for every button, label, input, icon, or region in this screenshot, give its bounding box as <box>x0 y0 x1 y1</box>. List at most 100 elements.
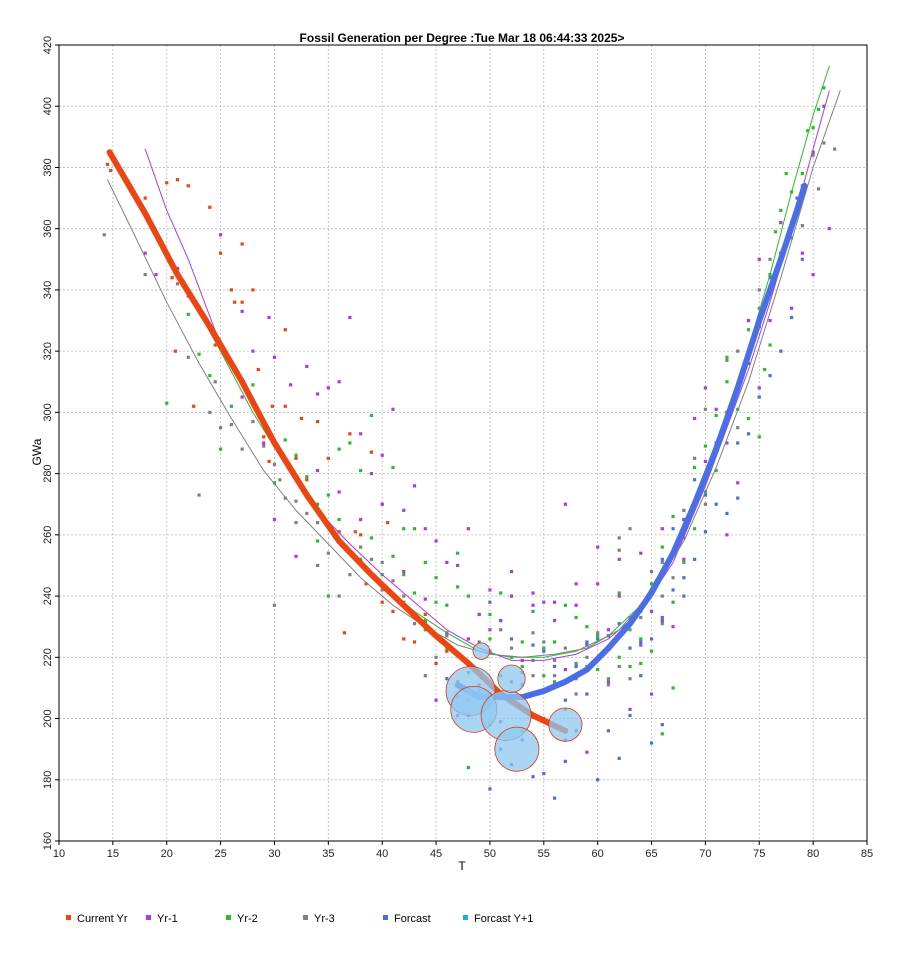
x-tick-label: 75 <box>753 848 765 860</box>
yr-3-point <box>617 536 621 540</box>
current-yr-point <box>186 184 190 188</box>
yr-1-point <box>402 508 406 512</box>
yr-1-point <box>639 551 643 555</box>
yr-2-point <box>412 527 417 531</box>
current-yr-point <box>219 251 223 255</box>
forcast-point <box>563 698 567 702</box>
yr-1-point <box>682 517 686 522</box>
yr-2-point <box>649 582 654 586</box>
current-yr-point <box>348 432 352 436</box>
yr-2-point <box>412 591 417 595</box>
x-tick-label: 40 <box>376 848 388 860</box>
y-tick-label: 300 <box>42 403 54 421</box>
yr-2-point <box>229 404 233 408</box>
yr-1-point <box>434 539 438 543</box>
yr-2-point <box>326 493 330 497</box>
yr-3-point <box>369 557 374 561</box>
forcast-point <box>639 640 643 644</box>
yr-3-point <box>348 573 352 577</box>
yr-3-point <box>283 496 287 500</box>
forcast-point <box>531 775 535 779</box>
yr-1-point <box>617 557 621 561</box>
yr-3-point <box>628 527 632 531</box>
yr-1-point <box>154 273 158 277</box>
forcast-point <box>649 637 654 641</box>
forcast-point <box>563 759 567 763</box>
yr-2-point <box>552 640 557 644</box>
yr-1-point <box>827 227 831 231</box>
yr-1-point <box>779 220 783 225</box>
current-yr-point <box>240 242 244 246</box>
yr-1-point <box>649 609 654 613</box>
forcast-point <box>795 196 799 200</box>
forcast-point <box>660 557 664 561</box>
forcast-point <box>606 729 611 733</box>
yr-3-legend-marker <box>303 915 308 920</box>
yr-1-point <box>380 453 384 457</box>
x-tick-label: 25 <box>214 848 226 860</box>
yr-1-point <box>380 502 384 506</box>
yr-1-point <box>143 251 147 255</box>
current-yr-legend-marker <box>66 915 71 920</box>
yr-2-point <box>391 465 395 470</box>
yr-2-point <box>208 374 212 378</box>
yr-3-point <box>499 628 503 632</box>
x-tick-label: 30 <box>268 848 280 860</box>
x-tick-label: 55 <box>538 848 550 860</box>
current-yr-legend-label: Current Yr <box>77 913 128 925</box>
yr-3-point <box>660 560 664 564</box>
yr-2-point <box>628 628 632 632</box>
yr-3-point <box>639 615 643 620</box>
yr-2-point <box>315 502 320 506</box>
current-yr-point <box>412 640 417 644</box>
yr-3-point <box>315 521 320 525</box>
current-yr-point <box>364 582 368 586</box>
yr-2-point <box>272 481 277 485</box>
yr-2-point <box>784 171 788 176</box>
yr-1-point <box>822 104 826 108</box>
current-yr-point <box>283 404 287 408</box>
current-yr-point <box>391 609 395 613</box>
current-yr-point <box>229 288 233 292</box>
yr-3-point <box>585 655 589 659</box>
current-yr-point <box>337 530 341 534</box>
yr-2-legend-label: Yr-2 <box>237 913 258 925</box>
yr-2-point <box>326 594 330 598</box>
yr-3-point <box>251 419 255 424</box>
current-yr-point <box>342 631 347 635</box>
yr-3-point <box>531 631 535 635</box>
yr-2-point <box>466 594 470 598</box>
yr-3-point <box>402 594 406 598</box>
yr-3-point <box>660 594 664 598</box>
yr-2-point <box>596 634 600 638</box>
yr-1-point <box>596 545 600 549</box>
y-axis-label: GWa <box>30 438 44 465</box>
current-yr-point <box>305 478 309 482</box>
yr-2-point <box>563 603 567 607</box>
yr-2-point <box>348 441 352 445</box>
yr-2-point <box>703 444 707 448</box>
current-yr-point <box>165 181 169 185</box>
yr-3-point <box>102 233 106 237</box>
yr-3-point <box>272 603 277 607</box>
forcast-point <box>585 692 589 696</box>
current-yr-point <box>326 456 330 460</box>
yr-1-point <box>272 355 277 359</box>
yr-1-point <box>488 628 492 632</box>
yr-2-point <box>800 171 804 176</box>
yr-3-point <box>649 569 654 574</box>
forcast-legend-label: Forcast <box>394 913 431 925</box>
forcast-point <box>628 713 632 718</box>
yr-2-point <box>456 585 460 589</box>
yr-3-point <box>768 257 772 261</box>
yr-3-point <box>208 410 212 414</box>
y-tick-label: 160 <box>42 832 54 850</box>
x-tick-label: 85 <box>861 848 873 860</box>
yr-2-point <box>369 536 374 540</box>
current-yr-point <box>256 367 260 372</box>
yr-2-point <box>434 600 438 604</box>
current-yr-point <box>192 404 196 408</box>
yr-2-point <box>542 646 546 650</box>
yr-1-point <box>617 594 621 598</box>
